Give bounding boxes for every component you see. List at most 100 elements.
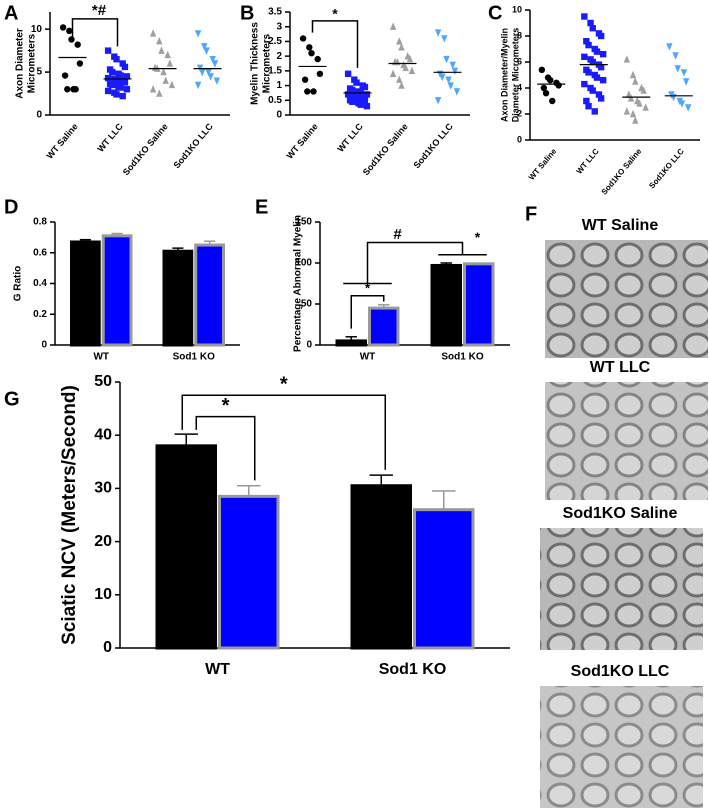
x-tick-label: WT LLC bbox=[335, 121, 365, 154]
data-point bbox=[194, 30, 202, 38]
bar bbox=[101, 234, 133, 347]
data-point bbox=[194, 81, 202, 90]
bar bbox=[162, 249, 194, 347]
data-point bbox=[205, 68, 212, 77]
data-point bbox=[632, 116, 639, 124]
significance-label: * bbox=[280, 374, 288, 396]
x-tick-label: Sod1KO LLC bbox=[172, 121, 216, 170]
y-tick-label: 1.5 bbox=[268, 65, 282, 76]
y-tick-label: 2 bbox=[276, 51, 282, 62]
x-tick-label: Sod1KO LLC bbox=[647, 147, 686, 191]
y-tick-label: 8 bbox=[517, 30, 522, 40]
micrograph-title: Sod1KO Saline bbox=[563, 505, 678, 522]
y-axis-label: Percentage Abnormal Myelin bbox=[293, 215, 304, 352]
data-point bbox=[363, 102, 371, 110]
data-point bbox=[591, 108, 598, 115]
panel-label: B bbox=[240, 2, 254, 24]
x-tick-label: WT bbox=[205, 661, 230, 678]
data-point bbox=[59, 24, 67, 31]
data-point bbox=[396, 37, 403, 45]
x-tick-label: WT bbox=[360, 352, 376, 363]
panel-label: A bbox=[4, 2, 18, 24]
data-point bbox=[593, 74, 601, 81]
data-point bbox=[349, 86, 356, 94]
data-point bbox=[599, 77, 607, 84]
y-tick-label: 3.5 bbox=[268, 7, 282, 18]
data-point bbox=[361, 83, 369, 91]
data-point bbox=[629, 109, 637, 118]
y-axis-label: Axon Diameter bbox=[15, 28, 26, 99]
bar bbox=[70, 240, 101, 347]
y-tick-label: 0.4 bbox=[33, 278, 47, 289]
x-tick-label: Sod1 KO bbox=[379, 661, 447, 678]
micrograph-title: WT Saline bbox=[582, 217, 659, 234]
data-point bbox=[589, 25, 596, 32]
y-tick-label: 150 bbox=[295, 217, 312, 228]
micrograph-4: Sod1KO LLC bbox=[540, 663, 703, 808]
data-point bbox=[299, 35, 307, 42]
data-point bbox=[449, 61, 456, 70]
data-point bbox=[316, 70, 324, 78]
significance-bracket bbox=[350, 295, 385, 329]
significance-bracket bbox=[311, 20, 359, 68]
data-point bbox=[76, 60, 84, 67]
data-point bbox=[74, 41, 81, 48]
y-tick-label: 10 bbox=[512, 4, 522, 14]
data-point bbox=[443, 55, 450, 64]
data-point bbox=[104, 87, 112, 95]
data-point bbox=[640, 86, 647, 94]
data-point bbox=[623, 55, 631, 63]
bar bbox=[463, 262, 495, 347]
x-tick-label: Sod1KO Saline bbox=[600, 146, 644, 196]
data-point bbox=[199, 68, 206, 77]
data-point bbox=[353, 79, 360, 86]
micrograph-title: WT LLC bbox=[590, 359, 651, 376]
y-axis-label: Myelin Thickness bbox=[250, 22, 261, 105]
x-tick-label: WT LLC bbox=[575, 147, 601, 176]
data-point bbox=[406, 54, 414, 63]
bar bbox=[430, 263, 462, 347]
x-tick-label: Sod1 KO bbox=[173, 352, 215, 363]
data-point bbox=[109, 68, 116, 76]
data-point bbox=[344, 70, 352, 77]
data-point bbox=[627, 94, 635, 102]
data-point bbox=[149, 29, 157, 37]
micrograph-3: Sod1KO Saline bbox=[540, 505, 703, 650]
x-tick-label: WT Saline bbox=[527, 146, 559, 181]
data-point bbox=[61, 72, 69, 79]
data-point bbox=[581, 80, 588, 88]
panel-label: G bbox=[4, 388, 20, 410]
data-point bbox=[109, 81, 116, 89]
data-point bbox=[434, 29, 442, 37]
y-axis-label: G Ratio bbox=[13, 266, 24, 302]
data-point bbox=[597, 64, 605, 71]
data-point bbox=[680, 69, 688, 77]
y-axis-label: Axon Diameter/Myelin bbox=[499, 28, 509, 122]
data-point bbox=[357, 101, 364, 108]
data-point bbox=[344, 91, 352, 98]
micrograph-image bbox=[540, 686, 703, 808]
y-axis-label: Micrometers bbox=[262, 33, 273, 93]
panel-label: F bbox=[525, 203, 537, 225]
micrograph-title: Sod1KO LLC bbox=[571, 663, 670, 680]
data-point bbox=[113, 91, 120, 98]
significance-bracket bbox=[71, 18, 119, 47]
data-point bbox=[123, 86, 131, 93]
data-point bbox=[408, 66, 416, 75]
y-tick-label: 0 bbox=[103, 639, 112, 656]
y-tick-label: 100 bbox=[295, 258, 312, 269]
data-point bbox=[672, 52, 679, 60]
x-tick-label: WT Saline bbox=[285, 121, 320, 160]
data-point bbox=[549, 97, 556, 105]
data-point bbox=[66, 27, 73, 35]
micrograph-image bbox=[540, 528, 703, 650]
data-point bbox=[156, 89, 163, 97]
y-tick-label: 50 bbox=[94, 373, 112, 390]
data-point bbox=[211, 60, 219, 68]
x-tick-label: WT Saline bbox=[45, 121, 80, 160]
data-point bbox=[632, 77, 639, 85]
data-point bbox=[636, 99, 643, 107]
data-point bbox=[156, 36, 163, 45]
y-tick-label: 1 bbox=[276, 80, 282, 91]
